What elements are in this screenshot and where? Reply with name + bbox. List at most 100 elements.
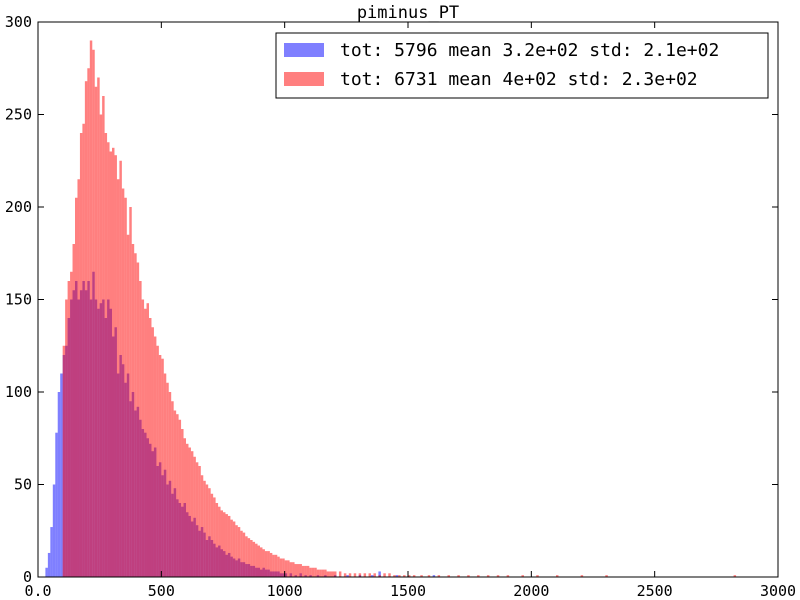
histogram-bar [408,575,411,577]
histogram-bar [279,558,283,577]
histogram-bar [171,401,174,577]
histogram-bar [297,564,300,577]
histogram-bar [373,573,376,577]
histogram-bar [240,530,243,577]
histogram-bar [420,575,423,577]
histogram-bar [338,571,342,577]
histogram-bar [198,466,201,577]
histogram-bar [89,40,93,577]
legend-swatch [284,43,324,57]
histogram-bar [346,575,349,577]
histogram-bar [274,554,278,577]
histogram-bar [203,480,206,577]
histogram-bar [121,188,125,577]
histogram-bar [304,565,307,577]
histogram-bar [289,562,293,577]
histogram-bar [136,262,140,577]
histogram-bar [65,299,68,577]
histogram-bar [353,573,357,577]
histogram-bar [218,506,221,577]
histogram-bar [134,253,137,577]
histogram-bar [257,545,260,577]
histogram-bar [437,575,441,577]
histogram-bar [186,443,189,577]
histogram-bar [262,549,265,577]
histogram-bar [107,142,110,577]
x-tick-label: 500 [148,582,175,600]
histogram-bar [294,564,297,577]
histogram-bar [57,392,61,577]
histogram-bar [427,575,431,577]
histogram-bar [329,571,332,577]
histogram-bar [47,552,51,577]
histogram-bar [176,414,179,577]
histogram-bar [299,564,302,577]
histogram-bar [506,575,510,577]
histogram-bar [556,575,559,577]
histogram-bar [486,575,490,577]
histogram-bar [309,567,312,577]
histogram-bar [190,451,194,577]
histogram-bar [102,96,105,577]
histogram-bar [412,575,416,577]
histogram-bar [156,345,159,577]
histogram-bar [395,575,399,577]
histogram-bar [50,527,53,577]
histogram-bar [151,327,154,577]
histogram-bar [521,575,524,577]
histogram-bar [225,514,228,577]
legend: tot: 5796 mean 3.2e+02 std: 2.1e+02 tot: … [275,32,769,99]
histogram-bar [388,573,391,577]
histogram-bar [255,543,258,577]
histogram-bar [237,527,241,577]
histogram-bar [242,532,246,577]
y-tick-label: 250 [5,106,32,124]
histogram-bar [316,569,320,577]
histogram-bar [109,151,112,577]
histogram-bar [166,382,169,577]
histogram-bar [188,447,191,577]
histogram-bar [223,512,226,577]
histogram-bar [210,493,214,577]
histogram-bar [348,573,352,577]
histogram-bar [247,538,251,577]
histogram-bar [306,565,310,577]
histogram-bar [232,521,236,577]
histogram-bar [213,497,216,577]
histogram-bar [496,575,500,577]
y-tick-label: 200 [5,198,32,216]
histogram-bar [403,575,406,577]
legend-swatch [284,72,324,86]
y-tick-label: 100 [5,383,32,401]
histogram-bar [153,336,157,577]
histogram-bar [383,573,386,577]
histogram-bar [200,475,204,577]
x-tick-label: 1000 [267,582,303,600]
histogram-bar [94,86,98,577]
x-tick-label: 0.0 [24,582,51,600]
histogram-bar [378,571,381,577]
histogram-bar [252,541,256,577]
histogram-bar [267,551,270,577]
legend-label: tot: 5796 mean 3.2e+02 std: 2.1e+02 [340,40,719,61]
x-tick-label: 2000 [513,582,549,600]
histogram-bar [161,358,164,577]
histogram-bar [393,575,396,577]
histogram-bar [277,556,280,577]
histogram-bar [264,551,268,577]
legend-label: tot: 6731 mean 4e+02 std: 2.3e+02 [340,69,698,90]
histogram-bar [580,575,584,577]
histogram-bar [301,565,305,577]
y-tick-label: 300 [5,13,32,31]
histogram-bar [181,429,184,577]
histogram-bar [87,68,90,577]
histogram-bar [605,575,608,577]
histogram-bar [193,456,196,577]
histogram-bar [205,484,209,577]
histogram-bar [227,515,231,577]
histogram-bar [272,554,275,577]
histogram-bar [311,567,315,577]
x-tick-label: 3000 [760,582,796,600]
